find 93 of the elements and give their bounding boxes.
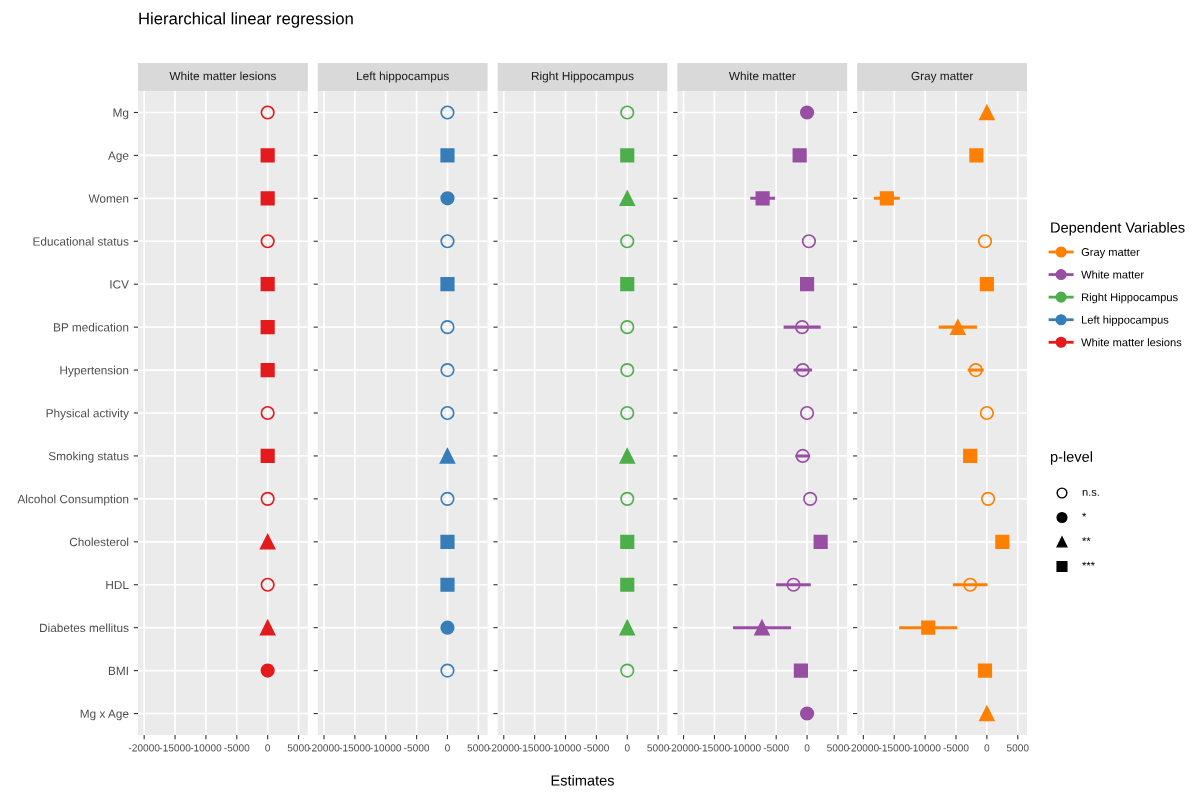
point: [795, 320, 810, 335]
x-tick-label: -15000: [519, 744, 551, 752]
category-label: n.s.: [1082, 489, 1099, 496]
point: [995, 534, 1010, 549]
x-tick-label: 0: [984, 744, 990, 752]
x-tick-label: 5000: [467, 744, 490, 752]
point: [786, 577, 801, 592]
y-tick-label: BMI: [108, 666, 128, 675]
x-tick-label: -10000: [550, 744, 581, 752]
x-tick-label: 5000: [647, 744, 670, 752]
y-tick-label: Alcohol Consumption: [17, 494, 129, 506]
x-tick-label: -5000: [943, 744, 969, 752]
y-tick-label: ICV: [110, 280, 129, 289]
y-tick-label: Mg: [113, 108, 129, 120]
chart-title: White matter lesions: [169, 71, 276, 81]
x-tick-label: -5000: [763, 744, 789, 752]
category-label: Right Hippocampus: [1082, 292, 1178, 304]
chart-title: Right Hippocampus: [531, 71, 634, 83]
x-tick-label: -10000: [909, 744, 941, 752]
point: [799, 105, 815, 120]
y-tick-label: Smoking status: [48, 451, 129, 463]
point: [963, 448, 978, 464]
y-tick-label: HDL: [106, 580, 129, 590]
point: [813, 534, 828, 549]
y-tick-label: Women: [88, 194, 129, 203]
y-tick-label: Mg x Age: [80, 709, 129, 721]
point: [977, 663, 993, 678]
x-tick-label: -10000: [729, 744, 761, 752]
x-axis-title: Estimates: [551, 774, 614, 786]
point: [979, 405, 994, 421]
point: [921, 620, 936, 635]
x-tick-label: 0: [624, 744, 630, 752]
point: [879, 191, 894, 206]
x-tick-label: -20000: [488, 744, 520, 752]
point: [799, 405, 815, 421]
category-label: Left hippocampus: [1082, 315, 1169, 326]
chart-title: White matter: [728, 71, 796, 81]
x-tick-label: -5000: [404, 744, 430, 752]
point: [803, 491, 818, 506]
point: [950, 319, 966, 335]
x-tick-label: 5000: [287, 744, 310, 752]
chart-title: Left hippocampus: [357, 71, 449, 83]
x-tick-label: 0: [445, 744, 450, 752]
category-label: **: [1082, 537, 1091, 542]
point: [968, 362, 983, 378]
x-tick-label: 0: [804, 744, 810, 752]
x-tick-label: 5000: [1006, 744, 1029, 752]
text: Dependent Variables: [1051, 222, 1185, 236]
point: [793, 663, 808, 678]
x-tick-label: -20000: [128, 744, 160, 752]
text: Hierarchical linear regression: [139, 12, 353, 28]
point: [981, 491, 996, 506]
point: [969, 148, 984, 163]
category-label: Gray matter: [1081, 248, 1140, 259]
category-label: *: [1082, 512, 1087, 517]
y-tick-label: BP medication: [54, 322, 129, 332]
x-tick-label: -15000: [699, 744, 730, 752]
x-tick-label: -5000: [224, 744, 250, 752]
text: p-level: [1050, 451, 1092, 465]
x-tick-label: -15000: [339, 744, 371, 752]
y-tick-label: Age: [107, 151, 129, 163]
point: [795, 362, 810, 378]
x-tick-label: -20000: [668, 744, 699, 752]
point: [979, 705, 995, 722]
point: [977, 234, 993, 249]
x-tick-label: -10000: [370, 744, 402, 752]
x-tick-label: -20000: [308, 744, 340, 752]
y-tick-label: Cholesterol: [69, 537, 129, 547]
point: [979, 104, 995, 121]
y-tick-label: Educational status: [33, 236, 129, 246]
point: [755, 191, 770, 206]
x-tick-label: -15000: [159, 744, 191, 752]
x-tick-label: 5000: [827, 744, 849, 752]
category-label: ***: [1082, 561, 1095, 566]
x-tick-label: -10000: [190, 744, 222, 752]
point: [754, 619, 770, 636]
category-label: White matter lesions: [1081, 338, 1182, 347]
point: [799, 277, 815, 292]
x-tick-label: -20000: [848, 744, 879, 752]
y-tick-label: Hypertension: [60, 365, 129, 377]
point: [792, 148, 807, 163]
point: [799, 706, 815, 721]
x-tick-label: 0: [265, 744, 271, 752]
point: [963, 577, 978, 592]
point: [801, 234, 817, 249]
y-tick-label: Physical activity: [46, 408, 129, 420]
point: [795, 448, 810, 464]
x-tick-label: -15000: [878, 744, 910, 752]
chart-title: Gray matter: [911, 71, 974, 83]
category-label: White matter: [1081, 270, 1144, 279]
y-tick-label: Diabetes mellitus: [40, 623, 129, 633]
x-tick-label: -5000: [583, 744, 609, 752]
point: [979, 277, 994, 292]
